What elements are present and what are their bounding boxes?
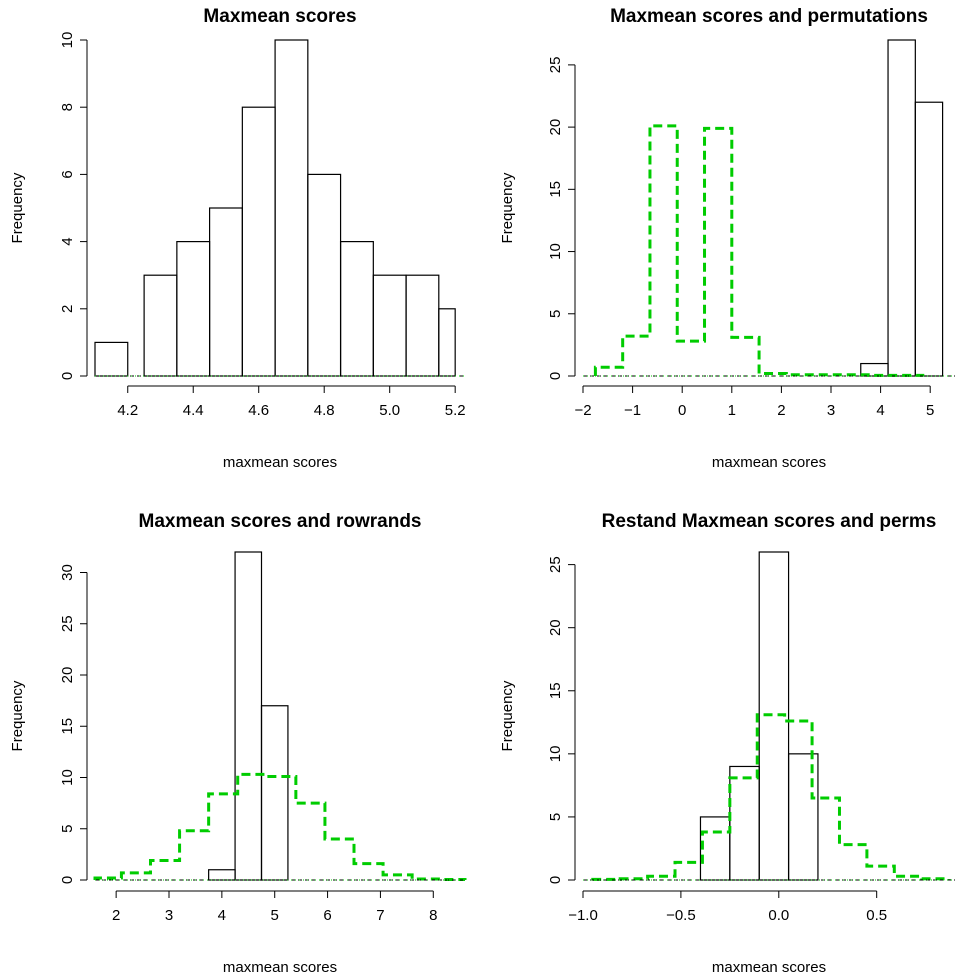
histogram-bar xyxy=(234,551,263,881)
y-tick-label: 25 xyxy=(547,57,564,74)
y-tick-label: 8 xyxy=(59,103,76,111)
x-tick-label: 5 xyxy=(271,907,279,924)
x-tick-label: 0.0 xyxy=(768,907,789,924)
y-axis-label: Frequency xyxy=(499,680,516,751)
y-tick-label: 5 xyxy=(59,825,76,833)
x-tick-label: −1.0 xyxy=(568,907,598,924)
x-tick-label: 4 xyxy=(218,907,226,924)
y-tick-label: 10 xyxy=(59,32,76,49)
histogram-panel-4: Restand Maxmean scores and perms 0 5 10 15 20… xyxy=(499,511,955,976)
y-tick-label: 0 xyxy=(59,876,76,884)
x-tick-label: 4 xyxy=(876,402,884,419)
x-tick-label: 0.5 xyxy=(866,907,887,924)
histogram-panel-2: Maxmean scores and permutations051015202… xyxy=(499,6,955,471)
y-axis-label: Frequency xyxy=(9,172,26,243)
histogram-panel-3: Maxmean scores and rowrands0510152025302… xyxy=(9,511,467,976)
histogram-bar xyxy=(339,241,374,377)
y-tick-label: 20 xyxy=(59,667,76,684)
histogram-bar xyxy=(143,274,178,377)
permutation-outline xyxy=(93,772,467,881)
histogram-bar xyxy=(699,816,731,881)
x-tick-label: 2 xyxy=(112,907,120,924)
y-tick-label: 15 xyxy=(59,718,76,735)
histogram-bar xyxy=(914,101,944,377)
y-tick-label: 0 xyxy=(547,876,564,884)
y-axis-label: Frequency xyxy=(9,680,26,751)
x-tick-label: 1 xyxy=(728,402,736,419)
histogram-bar xyxy=(405,274,440,377)
y-tick-label: 6 xyxy=(59,170,76,178)
chart-title: Maxmean scores and rowrands xyxy=(139,511,422,532)
histogram-bar xyxy=(438,308,456,377)
x-tick-label: 8 xyxy=(429,907,437,924)
y-tick-label: 30 xyxy=(59,564,76,581)
chart-title: Restand Maxmean scores and perms xyxy=(602,511,937,532)
y-tick-label: 2 xyxy=(59,305,76,313)
x-tick-label: 0 xyxy=(678,402,686,419)
x-axis-label: maxmean scores xyxy=(223,959,337,976)
x-tick-label: 5 xyxy=(926,402,934,419)
x-tick-label: −0.5 xyxy=(666,907,696,924)
x-tick-label: 4.8 xyxy=(314,402,335,419)
histogram-bar xyxy=(887,39,916,377)
permutation-outline xyxy=(593,124,925,377)
y-axis-label: Frequency xyxy=(499,172,516,243)
x-axis-label: maxmean scores xyxy=(712,959,826,976)
x-tick-label: 3 xyxy=(827,402,835,419)
permutation-outline xyxy=(591,713,951,881)
y-tick-label: 5 xyxy=(547,310,564,318)
x-tick-label: 5.0 xyxy=(379,402,400,419)
histogram-bar xyxy=(260,705,289,881)
histogram-bar xyxy=(729,765,760,881)
x-tick-label: 4.2 xyxy=(117,402,138,419)
histogram-bar xyxy=(307,173,342,377)
y-tick-label: 25 xyxy=(547,556,564,573)
y-tick-label: 20 xyxy=(547,119,564,136)
y-tick-label: 20 xyxy=(547,619,564,636)
histogram-bar xyxy=(209,207,243,377)
y-tick-label: 15 xyxy=(547,682,564,699)
histogram-bar xyxy=(176,241,211,377)
x-tick-label: 6 xyxy=(323,907,331,924)
x-tick-label: 7 xyxy=(376,907,384,924)
chart-title: Maxmean scores and permutations xyxy=(610,6,928,27)
x-axis-label: maxmean scores xyxy=(712,454,826,471)
x-tick-label: 3 xyxy=(165,907,173,924)
y-tick-label: 10 xyxy=(59,769,76,786)
y-tick-label: 15 xyxy=(547,181,564,198)
y-tick-label: 5 xyxy=(547,813,564,821)
x-tick-label: 4.4 xyxy=(183,402,204,419)
y-tick-label: 0 xyxy=(59,372,76,380)
histogram-bar xyxy=(208,869,236,881)
x-axis-label: maxmean scores xyxy=(223,454,337,471)
y-tick-label: 10 xyxy=(547,746,564,763)
y-tick-label: 4 xyxy=(59,237,76,245)
histogram-bar xyxy=(94,341,129,377)
x-tick-label: 2 xyxy=(777,402,785,419)
histogram-bar xyxy=(372,274,407,377)
y-tick-label: 0 xyxy=(547,372,564,380)
y-tick-label: 10 xyxy=(547,243,564,260)
x-tick-label: 4.6 xyxy=(248,402,269,419)
y-tick-label: 25 xyxy=(59,615,76,632)
histogram-bar xyxy=(274,39,309,377)
x-tick-label: 5.2 xyxy=(445,402,466,419)
chart-title: Maxmean scores xyxy=(203,6,356,27)
histogram-panel-1: Maxmean scores 0 2 4 6 8 10 4.2 4.4 4.6 4.8 5.0 5.2 m… xyxy=(9,6,466,471)
histogram-bar xyxy=(241,106,276,377)
x-tick-label: −2 xyxy=(574,402,591,419)
x-tick-label: −1 xyxy=(624,402,641,419)
